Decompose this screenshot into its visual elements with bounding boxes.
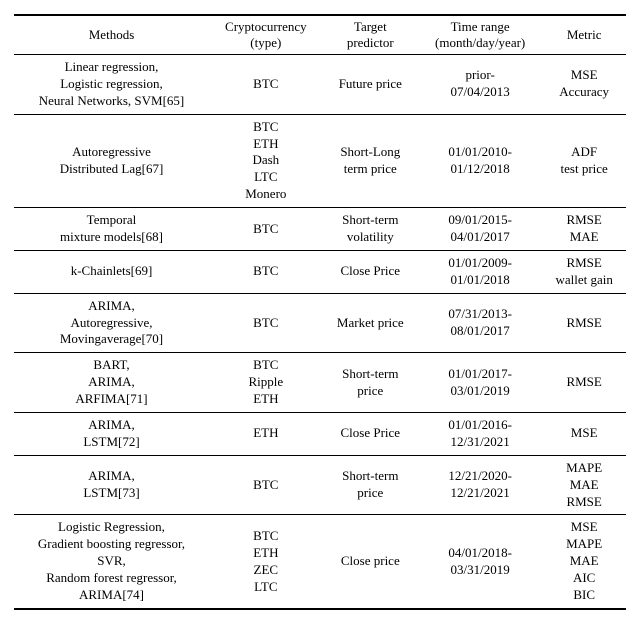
table-row: AutoregressiveDistributed Lag[67]BTCETHD…: [14, 114, 626, 207]
cell-methods: ARIMA,Autoregressive,Movingaverage[70]: [14, 293, 209, 353]
cell-metric: RMSE: [542, 353, 626, 413]
cell-time: 07/31/2013-08/01/2017: [418, 293, 542, 353]
table-row: Linear regression,Logistic regression,Ne…: [14, 55, 626, 115]
table-row: BART,ARIMA,ARFIMA[71]BTCRippleETHShort-t…: [14, 353, 626, 413]
cell-metric: RMSEMAE: [542, 208, 626, 251]
cell-metric: MAPEMAERMSE: [542, 455, 626, 515]
table-row: k-Chainlets[69]BTCClose Price01/01/2009-…: [14, 250, 626, 293]
cell-metric: ADFtest price: [542, 114, 626, 207]
methods-comparison-table: Methods Cryptocurrency(type) Targetpredi…: [14, 14, 626, 610]
cell-target: Short-termvolatility: [323, 208, 418, 251]
cell-crypto: ETH: [209, 413, 323, 456]
table-row: Logistic Regression,Gradient boosting re…: [14, 515, 626, 609]
cell-time: 01/01/2017-03/01/2019: [418, 353, 542, 413]
cell-metric: MSEMAPEMAEAICBIC: [542, 515, 626, 609]
cell-crypto: BTCRippleETH: [209, 353, 323, 413]
cell-methods: ARIMA,LSTM[73]: [14, 455, 209, 515]
cell-crypto: BTC: [209, 55, 323, 115]
cell-time: prior-07/04/2013: [418, 55, 542, 115]
cell-target: Future price: [323, 55, 418, 115]
cell-target: Close Price: [323, 250, 418, 293]
cell-methods: Logistic Regression,Gradient boosting re…: [14, 515, 209, 609]
table-row: ARIMA,Autoregressive,Movingaverage[70]BT…: [14, 293, 626, 353]
cell-methods: ARIMA,LSTM[72]: [14, 413, 209, 456]
cell-methods: Temporalmixture models[68]: [14, 208, 209, 251]
col-methods: Methods: [14, 15, 209, 55]
cell-crypto: BTC: [209, 293, 323, 353]
cell-target: Short-Longterm price: [323, 114, 418, 207]
table-row: ARIMA,LSTM[72]ETHClose Price01/01/2016-1…: [14, 413, 626, 456]
cell-crypto: BTC: [209, 455, 323, 515]
table-row: Temporalmixture models[68]BTCShort-termv…: [14, 208, 626, 251]
cell-crypto: BTC: [209, 250, 323, 293]
cell-target: Short-termprice: [323, 353, 418, 413]
table-header-row: Methods Cryptocurrency(type) Targetpredi…: [14, 15, 626, 55]
col-metric: Metric: [542, 15, 626, 55]
cell-time: 12/21/2020-12/21/2021: [418, 455, 542, 515]
cell-crypto: BTCETHZECLTC: [209, 515, 323, 609]
cell-metric: RMSEwallet gain: [542, 250, 626, 293]
cell-time: 04/01/2018-03/31/2019: [418, 515, 542, 609]
table-row: ARIMA,LSTM[73]BTCShort-termprice12/21/20…: [14, 455, 626, 515]
cell-time: 01/01/2016-12/31/2021: [418, 413, 542, 456]
col-time: Time range(month/day/year): [418, 15, 542, 55]
cell-target: Close price: [323, 515, 418, 609]
cell-metric: MSEAccuracy: [542, 55, 626, 115]
cell-target: Short-termprice: [323, 455, 418, 515]
cell-time: 01/01/2010-01/12/2018: [418, 114, 542, 207]
cell-crypto: BTC: [209, 208, 323, 251]
col-crypto: Cryptocurrency(type): [209, 15, 323, 55]
cell-methods: k-Chainlets[69]: [14, 250, 209, 293]
table-body: Linear regression,Logistic regression,Ne…: [14, 55, 626, 609]
cell-time: 01/01/2009-01/01/2018: [418, 250, 542, 293]
cell-target: Market price: [323, 293, 418, 353]
cell-methods: Linear regression,Logistic regression,Ne…: [14, 55, 209, 115]
cell-metric: MSE: [542, 413, 626, 456]
cell-target: Close Price: [323, 413, 418, 456]
cell-methods: BART,ARIMA,ARFIMA[71]: [14, 353, 209, 413]
cell-metric: RMSE: [542, 293, 626, 353]
col-target: Targetpredictor: [323, 15, 418, 55]
cell-time: 09/01/2015-04/01/2017: [418, 208, 542, 251]
cell-methods: AutoregressiveDistributed Lag[67]: [14, 114, 209, 207]
cell-crypto: BTCETHDashLTCMonero: [209, 114, 323, 207]
